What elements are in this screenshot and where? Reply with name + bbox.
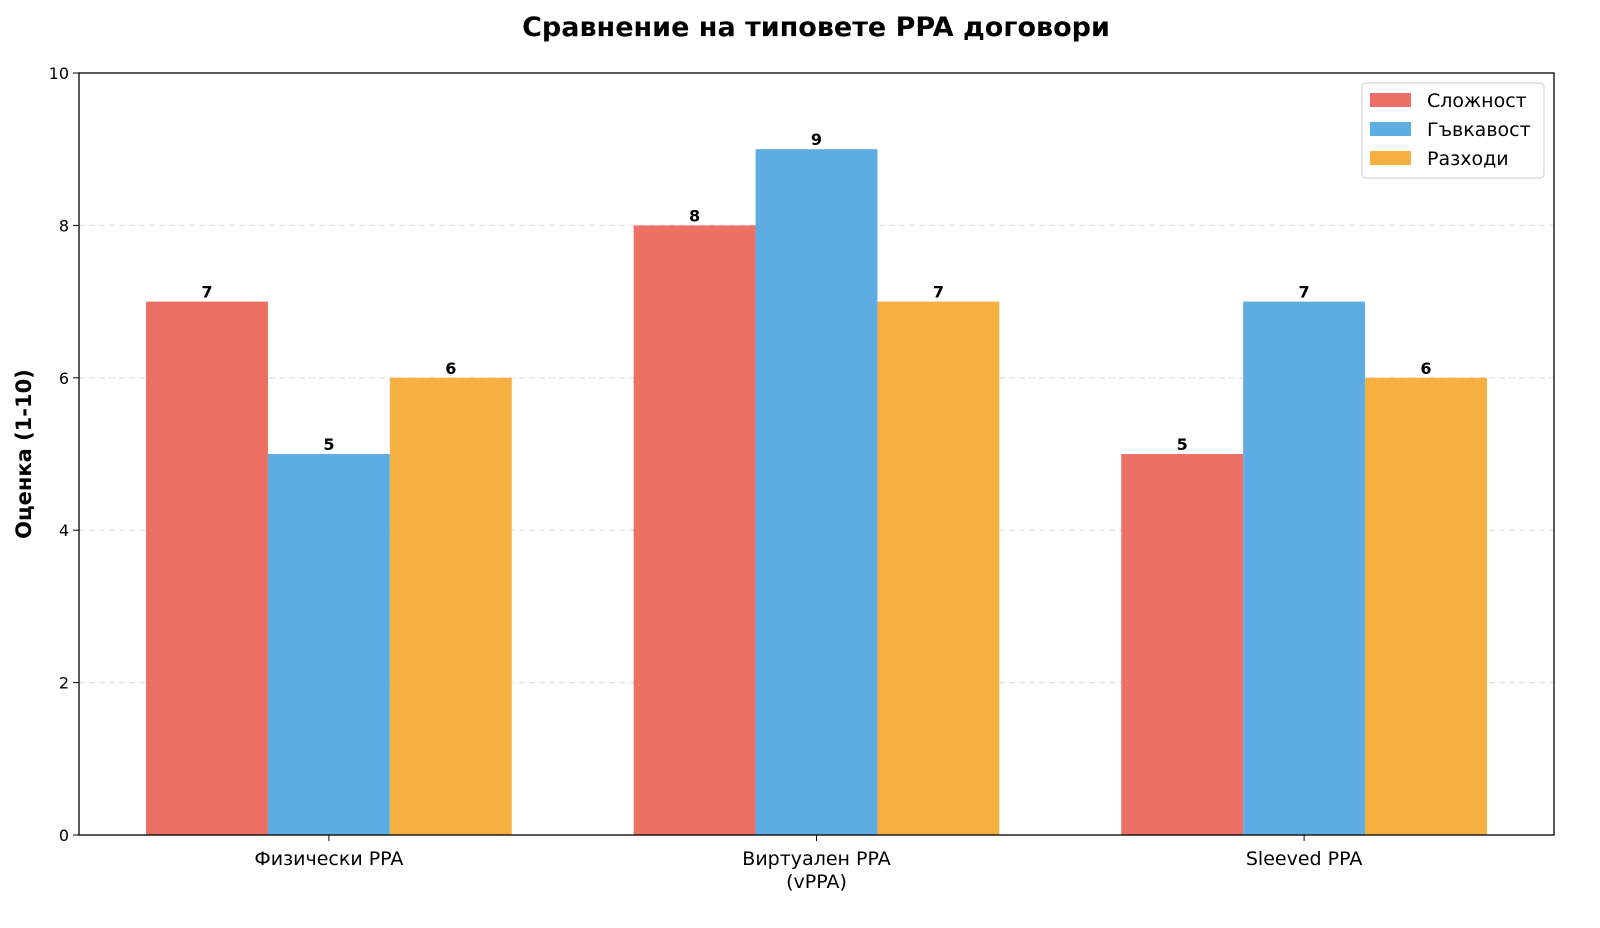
x-tick-label: (vPPA) [786,871,847,893]
data-label: 7 [1299,283,1310,302]
legend-label: Гъвкавост [1427,119,1531,141]
legend-label: Сложност [1427,90,1527,112]
legend-label: Разходи [1427,148,1509,170]
data-label: 6 [1420,359,1431,378]
y-tick-label: 8 [59,216,69,235]
y-axis-label: Оценка (1-10) [12,369,36,539]
data-label: 7 [933,283,944,302]
bar [267,454,390,835]
x-tick-label: Sleeved PPA [1246,848,1362,870]
legend: Сложност Гъвкавост Разходи [1361,82,1545,179]
data-label: 9 [811,130,822,149]
legend-swatch [1370,151,1411,165]
data-label: 5 [1177,435,1188,454]
bar [389,377,512,835]
x-tick-label: Виртуален PPA [742,848,890,870]
y-tick-label: 6 [59,369,69,388]
x-tick-label: Физически PPA [254,848,403,870]
data-label: 8 [689,206,700,225]
y-tick-label: 4 [59,521,69,540]
bar [1365,377,1487,835]
data-labels: 7 8 5 5 9 7 6 7 6 [201,130,1431,454]
bar [877,301,1000,836]
bar [755,149,878,835]
bars [146,149,1487,836]
legend-swatch [1370,93,1411,107]
data-label: 7 [201,283,212,302]
data-label: 6 [445,359,456,378]
y-tick-label: 10 [49,64,69,83]
bar [1243,301,1366,836]
legend-swatch [1370,122,1411,136]
bar [633,225,756,835]
y-axis: 0 2 4 6 8 10 [49,64,79,845]
y-tick-label: 2 [59,674,69,693]
bar [1121,454,1244,835]
chart-title: Сравнение на типовете PPA договори [522,12,1110,43]
x-axis: Физически PPA Виртуален PPA(vPPA) Sleeved … [254,835,1362,893]
y-tick-label: 0 [59,826,69,845]
data-label: 5 [323,435,334,454]
bar [146,301,268,836]
